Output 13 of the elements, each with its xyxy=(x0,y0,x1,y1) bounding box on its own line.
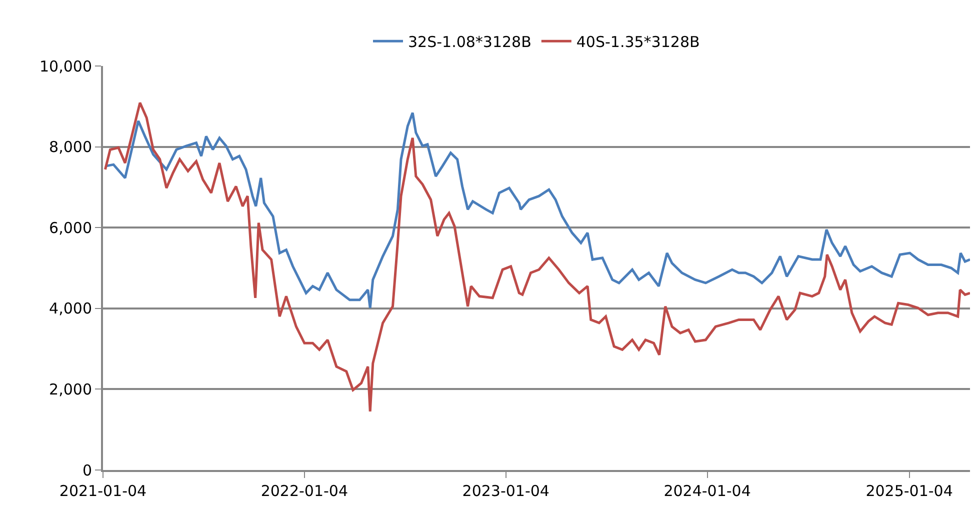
y-tick-label: 4,000 xyxy=(49,300,92,318)
y-tick-label: 6,000 xyxy=(49,218,92,237)
y-tick-label: 10,000 xyxy=(40,57,92,76)
y-tick-label: 0 xyxy=(82,461,92,480)
legend-label: 32S-1.08*3128B xyxy=(408,33,532,52)
x-tick-label: 2021-01-04 xyxy=(59,482,147,500)
y-tick-label: 8,000 xyxy=(49,138,92,156)
x-tick-label: 2024-01-04 xyxy=(664,482,751,500)
y-tick-label: 2,000 xyxy=(49,380,92,398)
legend-label: 40S-1.35*3128B xyxy=(576,33,700,52)
x-tick-label: 2022-01-04 xyxy=(260,482,348,500)
x-tick-label: 2025-01-04 xyxy=(866,482,953,500)
x-tick-label: 2023-01-04 xyxy=(462,482,550,500)
